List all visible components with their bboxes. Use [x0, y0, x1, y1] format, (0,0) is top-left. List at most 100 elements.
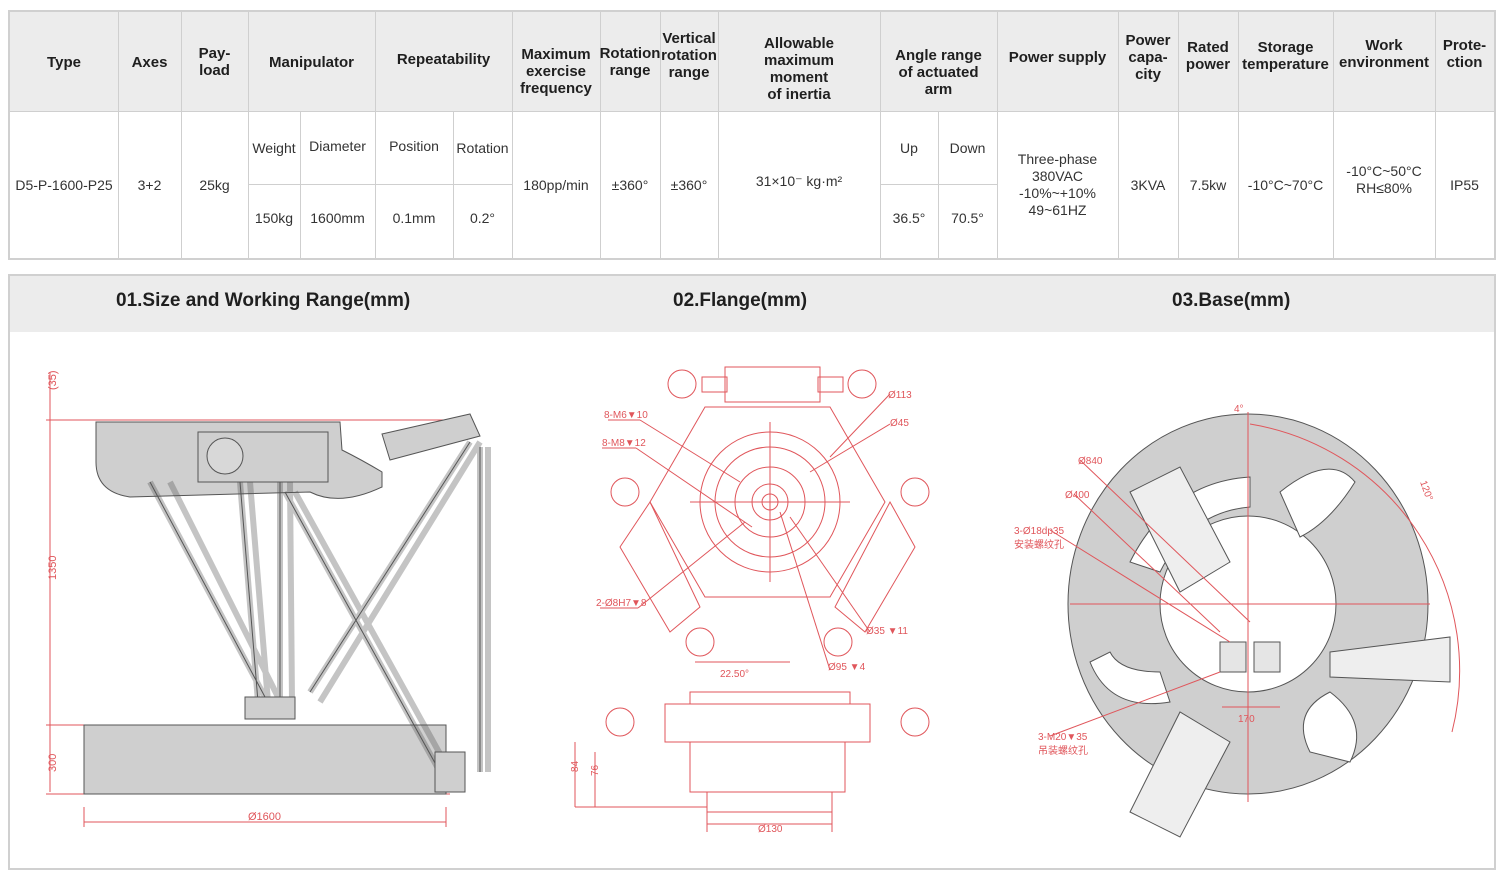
col-divider: [718, 12, 719, 258]
header-vertical-rotation-range: Vertical rotation range: [661, 29, 717, 81]
value-type: D5-P-1600-P25: [15, 176, 113, 193]
dim-d95: Ø95 ▼4: [828, 662, 866, 673]
dim-d840: Ø840: [1078, 456, 1103, 467]
dim-d45: Ø45: [890, 418, 909, 429]
subheader-up: Up: [900, 139, 918, 156]
col-divider: [938, 112, 939, 258]
dim-d35: Ø35 ▼11: [866, 626, 908, 637]
header-rated-power: Rated power: [1185, 39, 1231, 73]
col-divider: [1238, 12, 1239, 258]
subheader-weight: Weight: [252, 139, 296, 156]
value-rated-power: 7.5kw: [1189, 176, 1227, 193]
subheader-rotation: Rotation: [456, 139, 509, 156]
col-divider: [1435, 12, 1436, 258]
header-power-capacity: Power capa- city: [1125, 31, 1171, 83]
dim-m6: 8-M6▼10: [604, 410, 648, 421]
dim-d130: Ø130: [758, 824, 783, 835]
dim-holes2: 3-M20▼35: [1038, 732, 1088, 743]
title-base: 03.Base(mm): [1172, 290, 1291, 311]
col-divider: [1333, 12, 1334, 258]
header-power-supply: Power supply: [1008, 48, 1107, 66]
value-diameter: 1600mm: [310, 210, 365, 226]
dim-h7: 2-Ø8H7▼8: [596, 598, 647, 609]
header-manipulator: Manipulator: [269, 53, 354, 71]
dim-300: 300: [47, 754, 59, 772]
spec-table-border: [8, 10, 1496, 260]
dim-35: (35): [47, 370, 59, 390]
drawings-header: [10, 276, 1494, 332]
value-power-capacity: 3KVA: [1130, 176, 1166, 193]
drawings-panel: 01.Size and Working Range(mm) 02.Flange(…: [8, 274, 1496, 870]
size-drawing: [46, 372, 491, 827]
value-protection: IP55: [1450, 176, 1479, 193]
subheader-diameter: Diameter: [309, 137, 366, 154]
header-angle-range: Angle range of actuated arm: [895, 46, 982, 98]
header-storage-temperature: Storage temperature: [1242, 39, 1329, 73]
value-position: 0.1mm: [392, 210, 436, 226]
col-divider: [1118, 12, 1119, 258]
header-work-environment: Work environment: [1338, 37, 1429, 71]
col-divider: [181, 12, 182, 258]
dim-1350: 1350: [47, 556, 59, 580]
value-rotation: 0.2°: [469, 210, 496, 226]
col-divider: [118, 12, 119, 258]
value-up: 36.5°: [892, 210, 926, 226]
base-drawing: [1067, 413, 1451, 838]
dim-holes1: 3-Ø18dp35: [1014, 526, 1064, 537]
dim-holes2-note: 吊装螺纹孔: [1038, 744, 1088, 757]
dim-m8: 8-M8▼12: [602, 438, 646, 449]
row-divider: [10, 111, 1494, 112]
value-storage-temperature: -10°C~70°C: [1247, 176, 1324, 193]
col-divider: [453, 112, 454, 258]
header-repeatability: Repeatability: [396, 50, 491, 68]
header-payload: Pay- load: [198, 45, 231, 79]
dim-angle: 22.50°: [720, 669, 749, 680]
flange-drawing-labels: 8-M6▼10 8-M8▼12 2-Ø8H7▼8 Ø113 Ø45 Ø35 ▼1…: [570, 390, 912, 835]
col-divider: [512, 12, 513, 258]
dim-h84: 84: [570, 760, 581, 772]
dim-a4: 4°: [1234, 404, 1244, 415]
header-moment-of-inertia: Allowable maximum moment of inertia: [763, 35, 835, 103]
dim-1600: Ø1600: [248, 811, 281, 823]
col-divider: [1178, 12, 1179, 258]
col-divider: [600, 12, 601, 258]
spec-table: Type Axes Pay- load Manipulator Repeatab…: [8, 10, 1496, 260]
base-drawing-labels: 4° 120° Ø840 Ø400 3-Ø18dp35 安装螺纹孔 170 3-…: [1014, 404, 1435, 757]
header-rotation-range: Rotation range: [599, 45, 661, 79]
value-max-freq: 180pp/min: [523, 176, 589, 193]
flange-drawing: [574, 366, 930, 832]
value-vertical-rotation-range: ±360°: [670, 176, 708, 193]
col-divider: [660, 12, 661, 258]
subheader-position: Position: [389, 137, 439, 154]
dim-h76: 76: [590, 764, 601, 776]
dim-w170: 170: [1238, 714, 1255, 725]
value-payload: 25kg: [199, 176, 230, 193]
subheader-down: Down: [949, 139, 986, 156]
header-axes: Axes: [131, 53, 168, 71]
value-power-supply: Three-phase 380VAC -10%~+10% 49~61HZ: [1017, 151, 1098, 218]
spec-table-header-bg: [10, 12, 1494, 112]
dim-a120: 120°: [1417, 479, 1434, 502]
col-divider: [880, 12, 881, 258]
value-axes: 3+2: [137, 176, 162, 193]
base-drawing-lines: [1049, 412, 1461, 802]
value-weight: 150kg: [254, 210, 294, 226]
col-divider: [300, 112, 301, 258]
dim-holes1-note: 安装螺纹孔: [1014, 538, 1064, 551]
col-divider: [997, 12, 998, 258]
technical-drawings-svg: (35) 1350 300 Ø1600: [46, 366, 1461, 838]
header-max-freq: Maximum exercise frequency: [520, 45, 592, 97]
header-type: Type: [47, 53, 81, 71]
header-protection: Prote- ction: [1442, 37, 1487, 71]
dim-d113: Ø113: [888, 390, 912, 401]
row-divider: [248, 184, 512, 185]
value-rotation-range: ±360°: [611, 176, 649, 193]
dim-d400: Ø400: [1065, 490, 1090, 501]
title-size-working-range: 01.Size and Working Range(mm): [116, 290, 411, 311]
value-work-environment: -10°C~50°C RH≤80%: [1346, 163, 1422, 196]
row-divider: [880, 184, 997, 185]
col-divider: [248, 12, 249, 258]
value-moment-of-inertia: 31×10⁻ kg·m²: [755, 172, 843, 189]
title-flange: 02.Flange(mm): [673, 290, 808, 311]
col-divider: [375, 12, 376, 258]
